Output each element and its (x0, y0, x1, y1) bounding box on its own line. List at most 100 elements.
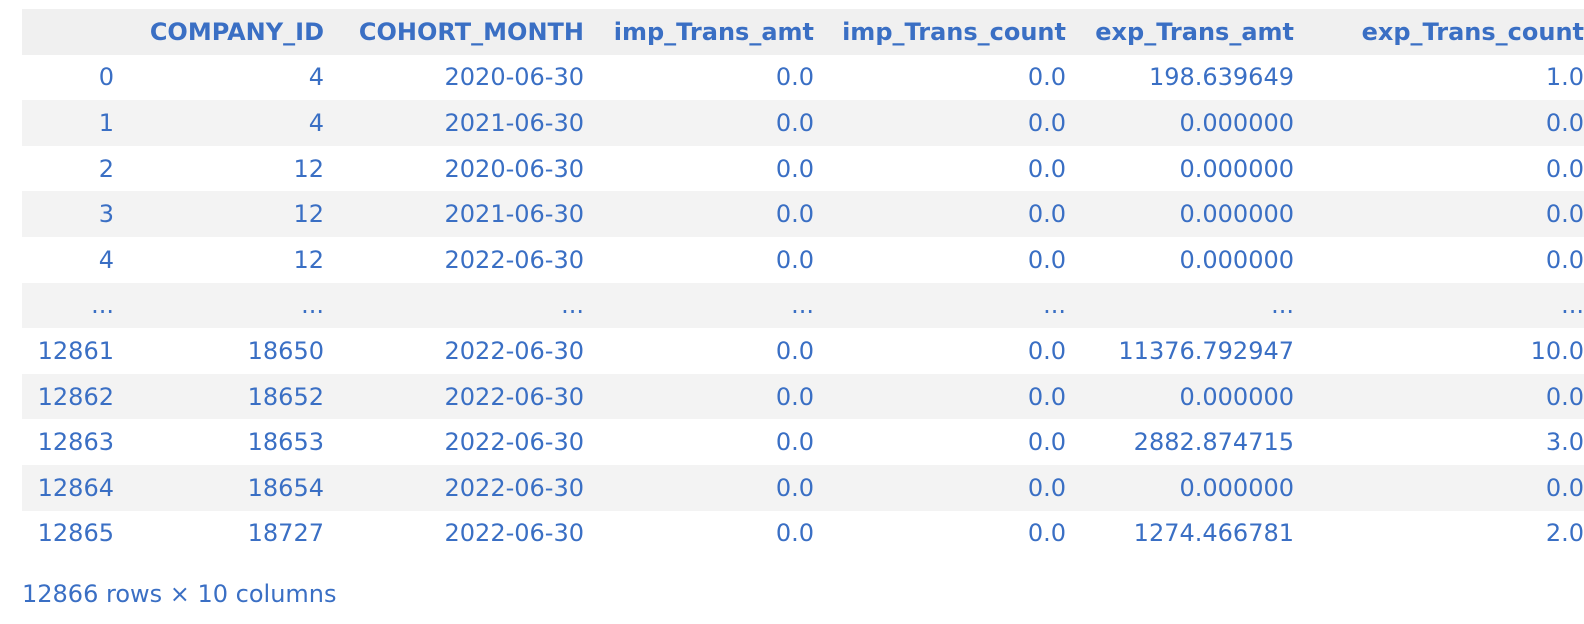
cell-imp-trans-amt: 0.0 (775, 108, 814, 137)
row-index: 12864 (37, 473, 114, 502)
row-index: 2 (98, 154, 114, 183)
cell-company-id: 4 (308, 108, 324, 137)
cell-imp-trans-amt: 0.0 (775, 63, 814, 92)
cell-exp-trans-count: 0.0 (1545, 382, 1584, 411)
cell-exp-trans-amt: 0.000000 (1179, 473, 1294, 502)
cell-imp-trans-count: 0.0 (1027, 200, 1066, 229)
column-header-imp-trans-count: imp_Trans_count (842, 17, 1066, 46)
column-header-company-id: COMPANY_ID (149, 17, 324, 46)
cell-imp-trans-amt: ... (791, 291, 814, 320)
cell-exp-trans-count: 2.0 (1545, 519, 1584, 548)
cell-cohort-month: 2021-06-30 (444, 200, 584, 229)
table-body: 0 4 2020-06-30 0.0 0.0 198.639649 1.0 1 … (22, 55, 1584, 557)
cell-company-id: 18650 (247, 336, 324, 365)
cell-exp-trans-amt: 0.000000 (1179, 382, 1294, 411)
cell-imp-trans-count: 0.0 (1027, 154, 1066, 183)
cell-imp-trans-count: 0.0 (1027, 336, 1066, 365)
cell-exp-trans-count: 0.0 (1545, 473, 1584, 502)
cell-exp-trans-amt: 11376.792947 (1118, 336, 1294, 365)
cell-imp-trans-amt: 0.0 (775, 200, 814, 229)
cell-company-id: 18654 (247, 473, 324, 502)
cell-cohort-month: ... (561, 291, 584, 320)
row-index: 12863 (37, 428, 114, 457)
cell-imp-trans-amt: 0.0 (775, 336, 814, 365)
cell-exp-trans-count: 0.0 (1545, 245, 1584, 274)
cell-imp-trans-count: 0.0 (1027, 473, 1066, 502)
table-row: 12864 18654 2022-06-30 0.0 0.0 0.000000 … (22, 464, 1584, 511)
column-header-cohort-month: COHORT_MONTH (358, 17, 584, 46)
cell-company-id: 4 (308, 63, 324, 92)
table-header-row: COMPANY_ID COHORT_MONTH imp_Trans_amt im… (22, 9, 1584, 55)
row-index: 0 (98, 63, 114, 92)
cell-exp-trans-amt: 0.000000 (1179, 154, 1294, 183)
cell-exp-trans-amt: 1274.466781 (1133, 519, 1294, 548)
cell-imp-trans-amt: 0.0 (775, 245, 814, 274)
cell-company-id: 18727 (247, 519, 324, 548)
cell-exp-trans-count: 3.0 (1545, 428, 1584, 457)
cell-imp-trans-count: 0.0 (1027, 63, 1066, 92)
cell-cohort-month: 2022-06-30 (444, 519, 584, 548)
cell-exp-trans-amt: 2882.874715 (1133, 428, 1294, 457)
row-index: 1 (98, 108, 114, 137)
table-row: 12861 18650 2022-06-30 0.0 0.0 11376.792… (22, 328, 1584, 374)
cell-cohort-month: 2022-06-30 (444, 428, 584, 457)
column-header-exp-trans-count: exp_Trans_count (1361, 17, 1584, 46)
row-index: 12862 (37, 382, 114, 411)
cell-company-id: 12 (293, 200, 324, 229)
column-header-imp-trans-amt: imp_Trans_amt (613, 17, 814, 46)
cell-exp-trans-count: 0.0 (1545, 154, 1584, 183)
cell-exp-trans-amt: 0.000000 (1179, 245, 1294, 274)
cell-exp-trans-count: 10.0 (1530, 336, 1584, 365)
row-index: 12861 (37, 336, 114, 365)
dataframe-table: COMPANY_ID COHORT_MONTH imp_Trans_amt im… (22, 9, 1584, 556)
table-row: 2 12 2020-06-30 0.0 0.0 0.000000 0.0 (22, 146, 1584, 192)
cell-imp-trans-amt: 0.0 (775, 473, 814, 502)
cell-exp-trans-count: ... (1561, 291, 1584, 320)
cell-company-id: 12 (293, 154, 324, 183)
table-row: 12863 18653 2022-06-30 0.0 0.0 2882.8747… (22, 419, 1584, 465)
cell-company-id: ... (301, 291, 324, 320)
cell-company-id: 18653 (247, 428, 324, 457)
table-row: 4 12 2022-06-30 0.0 0.0 0.000000 0.0 (22, 237, 1584, 283)
cell-imp-trans-amt: 0.0 (775, 519, 814, 548)
table-row: 3 12 2021-06-30 0.0 0.0 0.000000 0.0 (22, 191, 1584, 237)
dataframe-output: COMPANY_ID COHORT_MONTH imp_Trans_amt im… (22, 9, 1584, 556)
cell-imp-trans-count: 0.0 (1027, 245, 1066, 274)
cell-exp-trans-amt: 0.000000 (1179, 200, 1294, 229)
cell-exp-trans-amt: 0.000000 (1179, 108, 1294, 137)
cell-company-id: 18652 (247, 382, 324, 411)
cell-imp-trans-count: 0.0 (1027, 108, 1066, 137)
cell-imp-trans-amt: 0.0 (775, 428, 814, 457)
cell-exp-trans-amt: ... (1271, 291, 1294, 320)
dataframe-shape-summary: 12866 rows × 10 columns (22, 580, 337, 608)
cell-cohort-month: 2022-06-30 (444, 245, 584, 274)
cell-imp-trans-count: 0.0 (1027, 428, 1066, 457)
cell-cohort-month: 2022-06-30 (444, 382, 584, 411)
cell-exp-trans-count: 0.0 (1545, 200, 1584, 229)
table-row: 0 4 2020-06-30 0.0 0.0 198.639649 1.0 (22, 55, 1584, 101)
cell-exp-trans-count: 0.0 (1545, 108, 1584, 137)
cell-exp-trans-count: 1.0 (1545, 63, 1584, 92)
cell-imp-trans-count: 0.0 (1027, 382, 1066, 411)
cell-cohort-month: 2020-06-30 (444, 63, 584, 92)
index-column-header (22, 9, 118, 55)
row-index: 3 (98, 200, 114, 229)
table-row: 12862 18652 2022-06-30 0.0 0.0 0.000000 … (22, 373, 1584, 420)
row-index: ... (91, 291, 114, 320)
table-row: 1 4 2021-06-30 0.0 0.0 0.000000 0.0 (22, 100, 1584, 146)
table-row: 12865 18727 2022-06-30 0.0 0.0 1274.4667… (22, 511, 1584, 557)
cell-cohort-month: 2022-06-30 (444, 336, 584, 365)
cell-company-id: 12 (293, 245, 324, 274)
cell-exp-trans-amt: 198.639649 (1148, 63, 1294, 92)
column-header-exp-trans-amt: exp_Trans_amt (1095, 17, 1294, 46)
cell-imp-trans-amt: 0.0 (775, 382, 814, 411)
row-index: 12865 (37, 519, 114, 548)
cell-imp-trans-amt: 0.0 (775, 154, 814, 183)
table-row-ellipsis: ... ... ... ... ... ... ... (22, 282, 1584, 329)
cell-cohort-month: 2021-06-30 (444, 108, 584, 137)
row-index: 4 (98, 245, 114, 274)
cell-imp-trans-count: 0.0 (1027, 519, 1066, 548)
cell-cohort-month: 2020-06-30 (444, 154, 584, 183)
cell-imp-trans-count: ... (1043, 291, 1066, 320)
cell-cohort-month: 2022-06-30 (444, 473, 584, 502)
